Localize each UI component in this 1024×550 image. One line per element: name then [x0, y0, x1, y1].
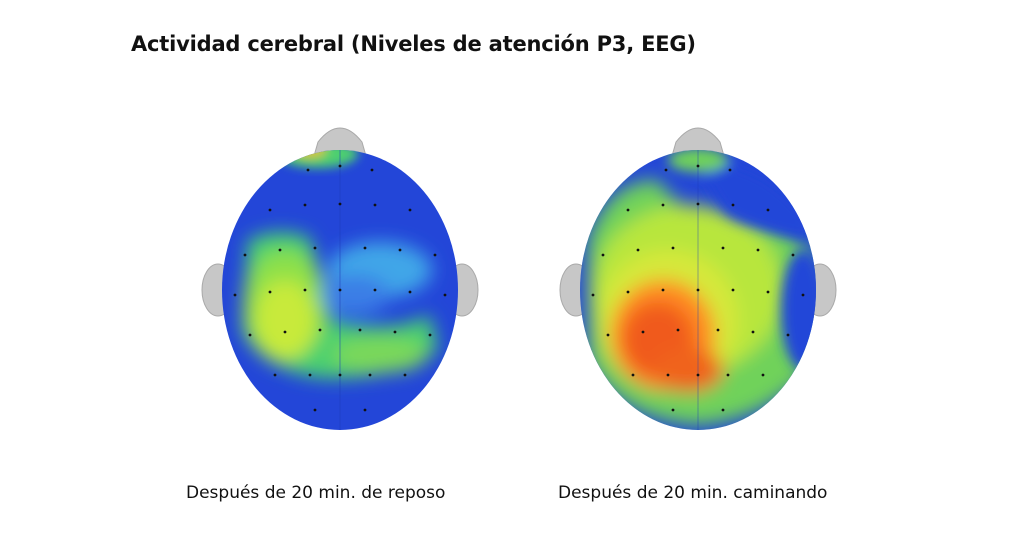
head-topography-walking — [559, 127, 837, 430]
eeg-map-walking — [548, 120, 848, 440]
activity-regions — [588, 150, 816, 430]
activity-regions — [242, 150, 438, 430]
caption-rest: Después de 20 min. de reposo — [186, 483, 446, 503]
head-topography-rest — [201, 127, 479, 430]
caption-walking: Después de 20 min. caminando — [558, 483, 828, 503]
eeg-map-rest — [190, 120, 490, 440]
electrode-dots — [591, 164, 805, 412]
electrode-dots — [233, 164, 447, 412]
figure-title: Actividad cerebral (Niveles de atención … — [131, 32, 696, 56]
